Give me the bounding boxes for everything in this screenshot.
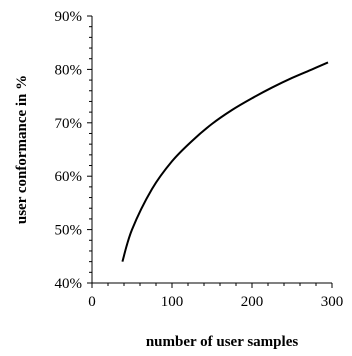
y-axis-title: user conformance in % <box>14 75 30 224</box>
series-layer <box>121 61 329 262</box>
series-line <box>121 61 329 262</box>
y-tick-label: 80% <box>55 62 83 78</box>
y-axis: 40% 50% 60% 70% 80% 90% <box>55 9 93 292</box>
y-tick-label: 40% <box>55 276 83 292</box>
x-axis-title: number of user samples <box>146 334 299 350</box>
y-tick-label: 60% <box>55 169 83 185</box>
x-axis: 0 100 200 300 <box>88 282 344 310</box>
x-tick-label: 200 <box>241 294 264 310</box>
y-tick-label: 90% <box>55 9 83 25</box>
x-tick-label: 300 <box>321 294 344 310</box>
y-tick-label: 70% <box>55 116 83 132</box>
x-tick-label: 100 <box>161 294 184 310</box>
x-tick-label: 0 <box>88 294 96 310</box>
y-tick-label: 50% <box>55 223 83 239</box>
